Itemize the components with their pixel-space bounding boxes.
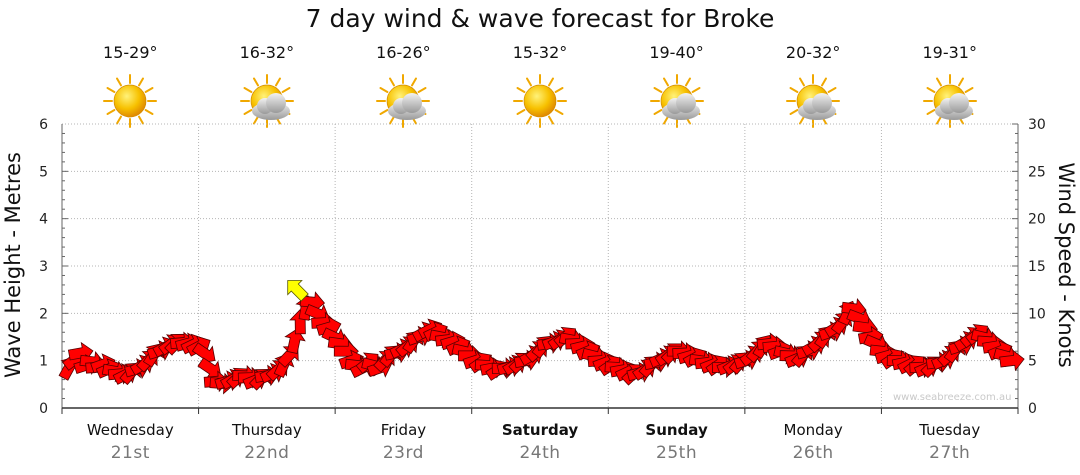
right-tick-label: 25 bbox=[1028, 164, 1046, 180]
right-tick-label: 20 bbox=[1028, 212, 1046, 228]
sun-cloud-icon bbox=[239, 73, 295, 129]
left-tick-label: 6 bbox=[39, 117, 48, 133]
date-label: 24th bbox=[519, 443, 561, 463]
right-tick-label: 15 bbox=[1028, 259, 1046, 275]
temp-label: 15-32° bbox=[512, 43, 568, 62]
temp-label: 15-29° bbox=[103, 43, 158, 62]
date-label: 22nd bbox=[244, 443, 290, 463]
temp-label: 19-40° bbox=[649, 43, 704, 62]
watermark: www.seabreeze.com.au bbox=[893, 392, 1012, 403]
left-tick-label: 0 bbox=[39, 401, 48, 417]
date-label: 25th bbox=[656, 443, 698, 463]
sun-cloud-icon bbox=[922, 73, 978, 129]
temp-label: 16-26° bbox=[376, 43, 431, 62]
day-label: Tuesday bbox=[919, 421, 981, 439]
day-label: Monday bbox=[783, 421, 843, 439]
temp-label: 20-32° bbox=[785, 43, 841, 62]
date-label: 23rd bbox=[382, 443, 424, 463]
date-label: 27th bbox=[929, 443, 971, 463]
sun-icon bbox=[102, 73, 158, 129]
right-tick-label: 30 bbox=[1028, 117, 1046, 133]
sun-cloud-icon bbox=[375, 73, 431, 129]
day-label: Saturday bbox=[501, 421, 579, 439]
day-label: Sunday bbox=[645, 421, 708, 439]
temp-label: 16-32° bbox=[239, 43, 295, 62]
right-axis-label: Wind Speed - Knots bbox=[1054, 162, 1078, 368]
left-tick-label: 4 bbox=[39, 212, 48, 228]
wind-arrow bbox=[999, 349, 1025, 372]
left-tick-label: 3 bbox=[39, 259, 48, 275]
right-tick-label: 5 bbox=[1028, 354, 1037, 370]
left-tick-label: 2 bbox=[39, 306, 48, 322]
day-label: Wednesday bbox=[86, 421, 174, 439]
day-label: Thursday bbox=[231, 421, 302, 439]
sun-cloud-icon bbox=[785, 73, 841, 129]
day-label: Friday bbox=[380, 421, 427, 439]
left-axis-label: Wave Height - Metres bbox=[1, 152, 25, 378]
temp-label: 19-31° bbox=[922, 43, 977, 62]
wind-arrow bbox=[284, 328, 306, 354]
peak-arrow bbox=[287, 280, 309, 302]
right-tick-label: 10 bbox=[1028, 306, 1046, 322]
right-tick-label: 0 bbox=[1028, 401, 1037, 417]
date-label: 26th bbox=[792, 443, 834, 463]
sun-icon bbox=[512, 73, 568, 129]
left-tick-label: 5 bbox=[39, 164, 48, 180]
chart-title: 7 day wind & wave forecast for Broke bbox=[305, 4, 775, 33]
sun-cloud-icon bbox=[649, 73, 705, 129]
left-tick-label: 1 bbox=[39, 354, 48, 370]
wind-arrow bbox=[299, 291, 326, 314]
date-label: 21st bbox=[110, 443, 150, 463]
